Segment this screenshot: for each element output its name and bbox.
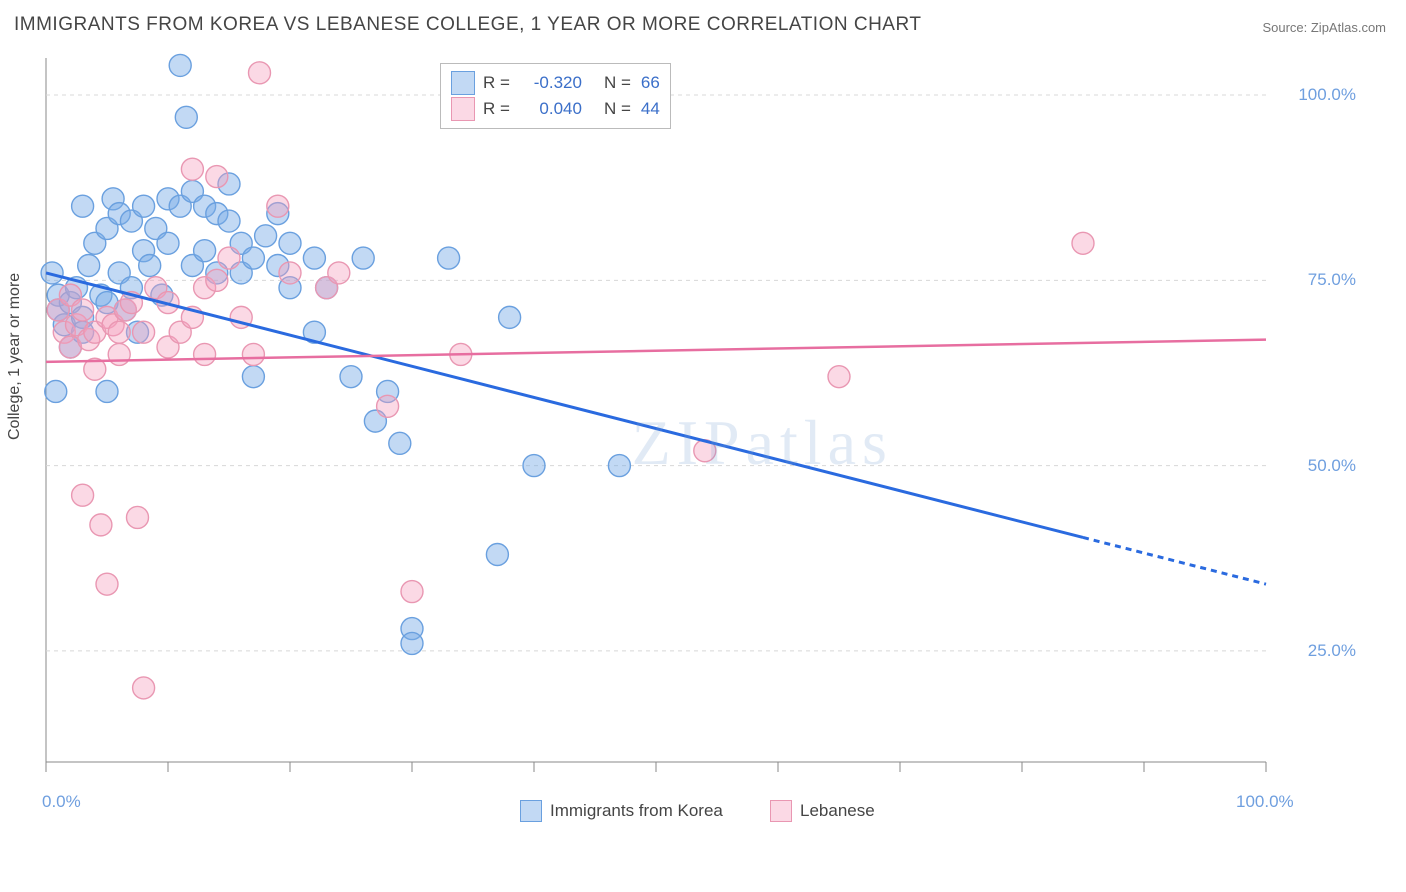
legend-r-value: -0.320 [520, 73, 582, 93]
data-point [340, 366, 362, 388]
y-tick-label: 25.0% [1286, 641, 1356, 661]
data-point [279, 232, 301, 254]
data-point [127, 506, 149, 528]
data-point [608, 455, 630, 477]
legend-row: R = -0.320 N = 66 [451, 70, 660, 96]
data-point [133, 321, 155, 343]
data-point [255, 225, 277, 247]
data-point [96, 573, 118, 595]
data-point [78, 254, 100, 276]
data-point [157, 232, 179, 254]
legend-n-label: N = [604, 99, 631, 119]
data-point [242, 247, 264, 269]
data-point [438, 247, 460, 269]
data-point [194, 240, 216, 262]
watermark: ZIPatlas [632, 406, 893, 480]
legend-r-label: R = [483, 99, 510, 119]
data-point [303, 247, 325, 269]
data-point [41, 262, 63, 284]
data-point [377, 395, 399, 417]
series-legend: Immigrants from Korea [520, 800, 723, 822]
data-point [218, 210, 240, 232]
x-min-label: 0.0% [42, 792, 81, 812]
data-point [249, 62, 271, 84]
data-point [206, 166, 228, 188]
data-point [401, 581, 423, 603]
legend-r-label: R = [483, 73, 510, 93]
y-tick-label: 50.0% [1286, 456, 1356, 476]
data-point [139, 254, 161, 276]
series-name: Immigrants from Korea [550, 801, 723, 821]
data-point [1072, 232, 1094, 254]
legend-r-value: 0.040 [520, 99, 582, 119]
data-point [108, 321, 130, 343]
series-legend: Lebanese [770, 800, 875, 822]
data-point [242, 343, 264, 365]
legend-n-value: 44 [641, 99, 660, 119]
data-point [72, 484, 94, 506]
data-point [194, 343, 216, 365]
data-point [267, 195, 289, 217]
data-point [242, 366, 264, 388]
trend-line [46, 273, 1083, 538]
data-point [45, 380, 67, 402]
data-point [181, 158, 203, 180]
y-tick-label: 100.0% [1286, 85, 1356, 105]
legend-swatch-icon [451, 71, 475, 95]
data-point [90, 514, 112, 536]
legend-swatch-icon [520, 800, 542, 822]
data-point [279, 262, 301, 284]
data-point [486, 544, 508, 566]
series-name: Lebanese [800, 801, 875, 821]
data-point [389, 432, 411, 454]
x-max-label: 100.0% [1236, 792, 1294, 812]
data-point [328, 262, 350, 284]
legend-row: R = 0.040 N = 44 [451, 96, 660, 122]
data-point [72, 195, 94, 217]
data-point [108, 343, 130, 365]
data-point [499, 306, 521, 328]
trend-line-dashed [1083, 537, 1266, 584]
data-point [401, 632, 423, 654]
y-tick-label: 75.0% [1286, 270, 1356, 290]
correlation-legend: R = -0.320 N = 66 R = 0.040 N = 44 [440, 63, 671, 129]
data-point [72, 299, 94, 321]
data-point [133, 195, 155, 217]
legend-n-label: N = [604, 73, 631, 93]
data-point [352, 247, 374, 269]
data-point [169, 54, 191, 76]
legend-swatch-icon [770, 800, 792, 822]
legend-swatch-icon [451, 97, 475, 121]
data-point [523, 455, 545, 477]
data-point [218, 247, 240, 269]
data-point [206, 269, 228, 291]
trend-line [46, 340, 1266, 362]
data-point [133, 677, 155, 699]
data-point [175, 106, 197, 128]
data-point [96, 380, 118, 402]
data-point [828, 366, 850, 388]
legend-n-value: 66 [641, 73, 660, 93]
